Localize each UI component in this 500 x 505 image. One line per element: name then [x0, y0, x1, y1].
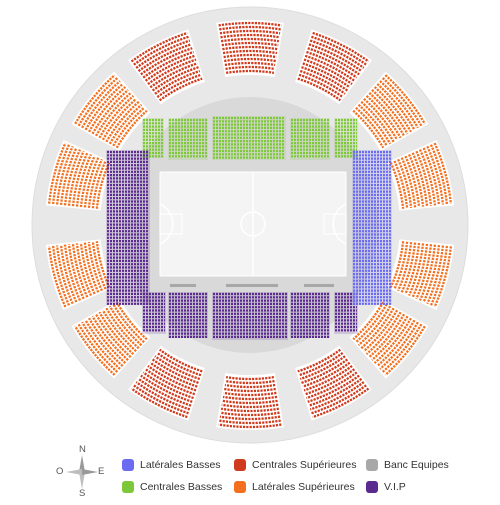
- centrales-basses-section[interactable]: [290, 118, 330, 160]
- vip-bottom-section[interactable]: [168, 292, 208, 338]
- legend-label: Centrales Basses: [140, 481, 222, 493]
- team-bench[interactable]: [226, 284, 278, 287]
- arena-seating-map: [0, 0, 500, 450]
- legend-item-laterales-superieures[interactable]: Latérales Supérieures: [234, 480, 355, 494]
- team-bench[interactable]: [170, 284, 196, 287]
- legend-swatch: [366, 459, 378, 471]
- legend-swatch: [234, 459, 246, 471]
- centrales-basses-section[interactable]: [168, 118, 208, 160]
- centrales-basses-section[interactable]: [212, 116, 286, 160]
- legend-swatch: [122, 481, 134, 493]
- legend: Latérales Basses Centrales Supérieures B…: [0, 450, 500, 500]
- upper-section[interactable]: [216, 373, 284, 430]
- legend-swatch: [122, 459, 134, 471]
- legend-swatch: [234, 481, 246, 493]
- court: [160, 172, 346, 276]
- vip-left-section[interactable]: [106, 150, 150, 305]
- vip-bottom-section[interactable]: [212, 292, 288, 340]
- team-benches: [170, 284, 334, 287]
- laterales-basses-section[interactable]: [352, 150, 392, 305]
- legend-swatch: [366, 481, 378, 493]
- legend-item-centrales-basses[interactable]: Centrales Basses: [122, 480, 222, 494]
- legend-item-banc-equipes[interactable]: Banc Equipes: [366, 458, 449, 472]
- team-bench[interactable]: [304, 284, 334, 287]
- legend-label: Latérales Supérieures: [252, 481, 355, 493]
- legend-label: Centrales Supérieures: [252, 459, 356, 471]
- legend-label: Banc Equipes: [384, 459, 449, 471]
- legend-item-centrales-superieures[interactable]: Centrales Supérieures: [234, 458, 356, 472]
- upper-section[interactable]: [216, 20, 284, 77]
- legend-label: Latérales Basses: [140, 459, 221, 471]
- legend-label: V.I.P: [384, 481, 406, 493]
- legend-item-laterales-basses[interactable]: Latérales Basses: [122, 458, 221, 472]
- vip-bottom-section[interactable]: [290, 292, 330, 338]
- vip-bottom-section[interactable]: [142, 292, 166, 334]
- legend-item-vip[interactable]: V.I.P: [366, 480, 406, 494]
